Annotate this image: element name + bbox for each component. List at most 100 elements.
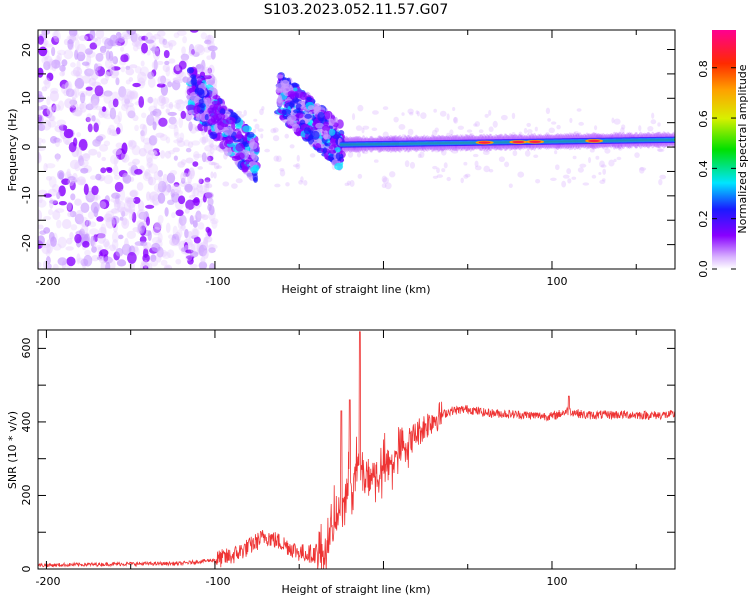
- spectrogram-cell: [38, 106, 44, 111]
- spectrogram-cell: [482, 150, 490, 155]
- spectrogram-cell: [409, 111, 414, 116]
- spectrogram-cell: [43, 61, 51, 71]
- spectrogram-cell: [58, 201, 67, 206]
- spectrogram-cell: [122, 174, 132, 184]
- spectrogram-cell: [93, 194, 101, 201]
- spectrogram-cell: [164, 207, 169, 217]
- spectrogram-cell: [185, 249, 194, 254]
- spectrogram-cell: [192, 187, 200, 197]
- spectrogram-cell: [196, 44, 206, 56]
- spectrogram-cell: [146, 49, 151, 56]
- spectrogram-cell: [567, 178, 572, 184]
- x-axis-label: Height of straight line (km): [281, 283, 430, 296]
- spectrogram-cell: [174, 103, 181, 109]
- spectrogram-cell: [38, 110, 42, 118]
- spectrogram-cell: [76, 257, 85, 263]
- spectrogram-cell: [45, 175, 53, 181]
- spectrogram-cell: [39, 230, 47, 235]
- spectrogram-cell: [49, 199, 58, 204]
- spectrogram-cell: [63, 128, 74, 139]
- spectrogram-cell: [145, 216, 151, 226]
- spectrogram-cell: [128, 202, 136, 215]
- spectrogram-cell: [85, 103, 94, 111]
- spectrogram-cell: [57, 52, 62, 62]
- spectrogram-cell: [195, 64, 202, 70]
- spectrogram-cell: [118, 95, 124, 101]
- spectrogram-cell: [152, 33, 161, 40]
- spectrogram-cell: [178, 214, 187, 226]
- spectrogram-cell: [121, 142, 128, 155]
- spectrogram-cell: [534, 126, 538, 132]
- spectrogram-cell: [157, 75, 166, 85]
- spectrogram-cell: [150, 254, 157, 262]
- spectrogram-cell: [120, 54, 129, 63]
- spectrogram-cell: [158, 94, 166, 104]
- spectrogram-cell: [328, 118, 335, 127]
- x-tick-label: -100: [206, 275, 231, 288]
- spectrogram-cell: [250, 166, 259, 174]
- spectrogram-cell: [432, 175, 439, 179]
- spectrogram-cell: [169, 170, 178, 176]
- spectrogram-cell: [147, 96, 154, 104]
- spectrogram-cell: [78, 103, 85, 110]
- spectrogram-cell: [93, 63, 99, 73]
- spectrogram-cell: [56, 49, 67, 56]
- spectrogram-cell: [153, 59, 158, 71]
- spectrogram-cell: [401, 112, 405, 116]
- spectrogram-cell: [121, 210, 126, 217]
- spectrogram-cell: [595, 155, 600, 160]
- spectrogram-cell: [45, 256, 51, 265]
- spectrogram-cell: [488, 126, 494, 133]
- spectrogram-cell: [180, 177, 186, 184]
- spectrogram-cell: [43, 162, 48, 172]
- spectrogram-cell: [121, 243, 132, 256]
- spectrogram-cell: [277, 97, 282, 104]
- spectrogram-cell: [446, 176, 451, 182]
- spectrogram-cell: [158, 117, 168, 127]
- spectrogram-cell: [120, 46, 125, 52]
- spectrogram-cell: [434, 127, 439, 133]
- spectrogram-cell: [246, 171, 253, 179]
- spectrogram-cell: [127, 110, 136, 119]
- spectrogram-cell: [158, 249, 168, 258]
- y-axis-label: SNR (10 * v/v): [6, 411, 19, 489]
- spectrogram-cell: [533, 154, 539, 159]
- spectrogram-cell: [193, 153, 203, 159]
- spectrogram-cell: [41, 86, 48, 92]
- spectrogram-cell: [134, 66, 142, 74]
- spectrogram-cell: [535, 178, 541, 184]
- spectrogram-cell: [235, 178, 243, 184]
- spectrogram-cell: [126, 230, 137, 239]
- spectrogram-cell: [190, 74, 197, 79]
- spectrogram-cell: [61, 83, 67, 94]
- spectrogram-cell: [69, 210, 77, 218]
- spectrogram-cell: [74, 198, 82, 206]
- spectrogram-cell: [161, 97, 167, 105]
- spectrogram-cell: [168, 150, 175, 155]
- spectrogram-cell: [125, 79, 131, 85]
- spectrogram-cell: [139, 81, 146, 86]
- spectrogram-cell: [576, 108, 582, 112]
- spectrogram-cell: [63, 49, 74, 60]
- spectrogram-cell: [182, 172, 188, 177]
- spectrogram-cell: [165, 136, 171, 144]
- spectrogram-cell: [192, 228, 199, 238]
- spectrogram-cell: [148, 135, 158, 146]
- spectrogram-cell: [272, 127, 279, 133]
- spectrogram-cell: [38, 35, 44, 45]
- spectrogram-cell: [126, 30, 137, 36]
- spectrogram-cell: [562, 174, 570, 179]
- spectrogram-cell: [193, 44, 204, 54]
- spectrogram-cell: [595, 134, 603, 138]
- spectrogram-cell: [157, 180, 167, 193]
- spectrogram-cell: [89, 30, 96, 40]
- spectrogram-cell: [129, 190, 138, 198]
- spectrogram-cell: [436, 167, 440, 174]
- spectrogram-cell: [38, 199, 47, 208]
- spectrogram-cell: [599, 179, 606, 185]
- x-tick-label: 100: [547, 575, 568, 588]
- spectrogram-cell: [103, 92, 112, 104]
- spectrogram-cell: [460, 177, 464, 184]
- colorbar: [712, 30, 736, 269]
- spectrogram-cell: [155, 112, 160, 119]
